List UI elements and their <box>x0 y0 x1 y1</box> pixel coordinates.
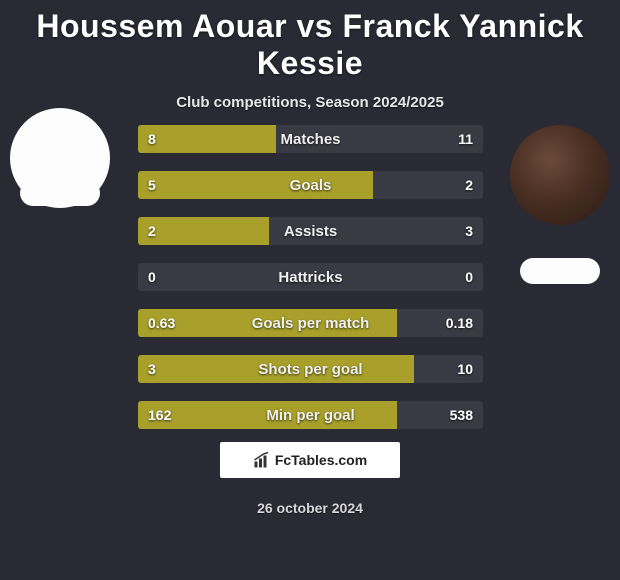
player-left-country-badge <box>20 180 100 206</box>
bar-left-fill <box>138 309 397 337</box>
player-right-avatar <box>510 125 610 225</box>
stat-row: Shots per goal310 <box>138 355 483 383</box>
brand-text: FcTables.com <box>275 452 367 468</box>
brand-badge: FcTables.com <box>220 442 400 478</box>
player-right-country-badge <box>520 258 600 284</box>
bar-left-fill <box>138 125 276 153</box>
stat-row: Goals52 <box>138 171 483 199</box>
stat-row: Goals per match0.630.18 <box>138 309 483 337</box>
stat-row: Matches811 <box>138 125 483 153</box>
bar-left-fill <box>138 171 373 199</box>
bar-left-fill <box>138 401 397 429</box>
subtitle: Club competitions, Season 2024/2025 <box>0 94 620 111</box>
date-label: 26 october 2024 <box>0 500 620 516</box>
stat-row: Hattricks00 <box>138 263 483 291</box>
stat-row: Assists23 <box>138 217 483 245</box>
chart-icon <box>253 451 271 469</box>
stats-bars: Matches811 Goals52 Assists23 Hattricks00 Goa… <box>138 125 483 447</box>
bar-left-fill <box>138 355 414 383</box>
bar-track <box>138 263 483 291</box>
bar-left-fill <box>138 217 269 245</box>
stat-row: Min per goal162538 <box>138 401 483 429</box>
page-title: Houssem Aouar vs Franck Yannick Kessie <box>0 0 620 82</box>
